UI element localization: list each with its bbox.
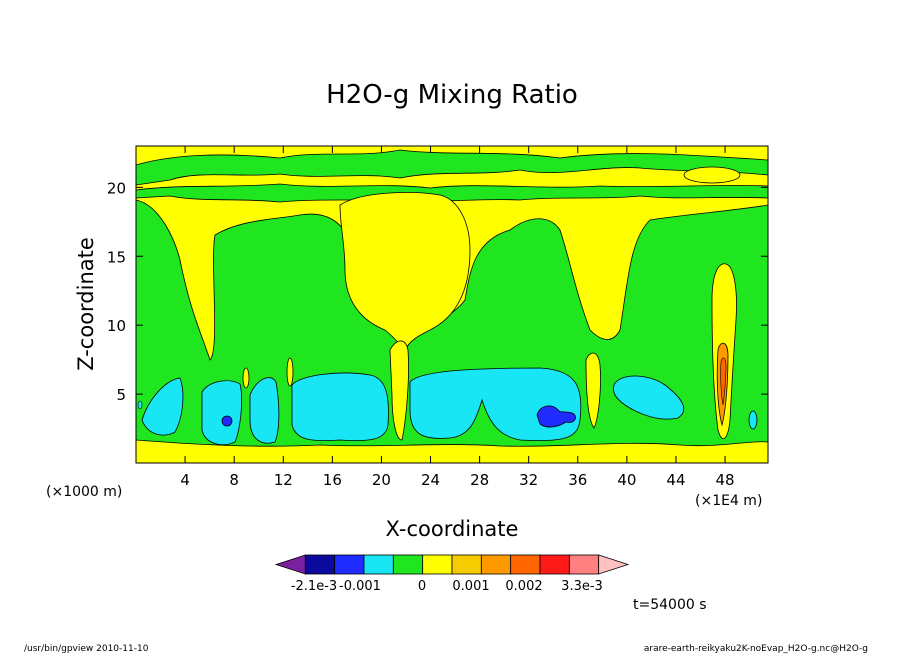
blue-core-1	[221, 415, 233, 427]
colorbar-label: 0	[418, 579, 426, 594]
x-tick-label: 8	[229, 471, 239, 489]
chart-title: H2O-g Mixing Ratio	[326, 80, 578, 110]
x-tick-label: 20	[372, 471, 391, 489]
small-yellow-1	[242, 367, 250, 389]
x-tick-label: 40	[617, 471, 636, 489]
x-axis-unit-left: (×1000 m)	[46, 484, 122, 500]
cyan-cell-1	[141, 377, 184, 436]
small-cyan-dot	[137, 400, 143, 410]
cyan-cell-5	[409, 367, 582, 441]
lower-yellow-layer	[136, 439, 768, 463]
colorbar	[274, 554, 630, 575]
colorbar-swatch-4	[392, 554, 424, 575]
colorbar-swatch-10	[568, 554, 600, 575]
colorbar-swatch-8	[510, 554, 541, 575]
x-tick-label: 4	[180, 471, 190, 489]
y-axis-ticks: 5 10 15 20	[107, 179, 768, 404]
y-tick-label: 5	[116, 386, 126, 404]
upper-yellow-blob	[683, 166, 741, 184]
x-tick-label: 48	[716, 471, 735, 489]
colorbar-label: 0.002	[505, 579, 542, 594]
footer-left: /usr/bin/gpview 2010-11-10	[24, 644, 149, 654]
small-yellow-2	[286, 357, 294, 387]
colorbar-label: -0.001	[339, 579, 381, 594]
cyan-cell-2	[201, 380, 243, 446]
colorbar-swatch-11	[598, 554, 630, 575]
colorbar-swatch-2	[334, 554, 365, 575]
colorbar-swatch-7	[480, 554, 512, 575]
footer-right: arare-earth-reikyaku2K-noEvap_H2O-g.nc@H…	[644, 644, 868, 654]
x-tick-label: 24	[421, 471, 440, 489]
x-tick-label: 12	[274, 471, 293, 489]
cyan-cell-4	[291, 372, 389, 442]
colorbar-label: -2.1e-3	[291, 579, 337, 594]
red-core	[720, 357, 727, 406]
colorbar-label: 0.001	[452, 579, 489, 594]
colorbar-swatch-1	[304, 554, 336, 575]
y-tick-label: 20	[107, 179, 126, 197]
x-tick-label: 44	[666, 471, 685, 489]
y-axis-label: Z-coordinate	[74, 237, 98, 371]
x-axis-unit-right: (×1E4 m)	[695, 493, 762, 509]
y-tick-label: 15	[107, 248, 126, 266]
y-tick-label: 10	[107, 317, 126, 335]
x-tick-label: 32	[519, 471, 538, 489]
blue-core-2	[536, 405, 576, 428]
plot-area	[135, 145, 769, 464]
central-yellow-anvil	[339, 192, 471, 351]
colorbar-label: 3.3e-3	[561, 579, 603, 594]
x-tick-label: 16	[323, 471, 342, 489]
colorbar-swatch-5	[422, 554, 453, 575]
x-axis-ticks: 4 8 12 16 20 24 28 32 36 40 44 48	[180, 146, 735, 489]
colorbar-labels: -2.1e-3 -0.001 0 0.001 0.002 3.3e-3	[291, 579, 603, 594]
mid-green-band	[136, 183, 768, 203]
x-axis-label: X-coordinate	[386, 517, 519, 541]
colorbar-swatch-6	[451, 554, 482, 575]
colorbar-swatch-0	[274, 554, 306, 575]
time-label: t=54000 s	[633, 597, 707, 613]
x-tick-label: 28	[470, 471, 489, 489]
cyan-cell-6	[613, 375, 685, 420]
colorbar-swatch-3	[363, 554, 394, 575]
plot-frame	[135, 145, 769, 464]
x-tick-label: 36	[568, 471, 587, 489]
cyan-cell-7	[748, 410, 758, 430]
cyan-cell-3	[249, 377, 280, 444]
central-yellow-plume	[389, 340, 409, 441]
colorbar-swatch-9	[539, 554, 570, 575]
right-mid-yellow-plume	[585, 352, 601, 429]
